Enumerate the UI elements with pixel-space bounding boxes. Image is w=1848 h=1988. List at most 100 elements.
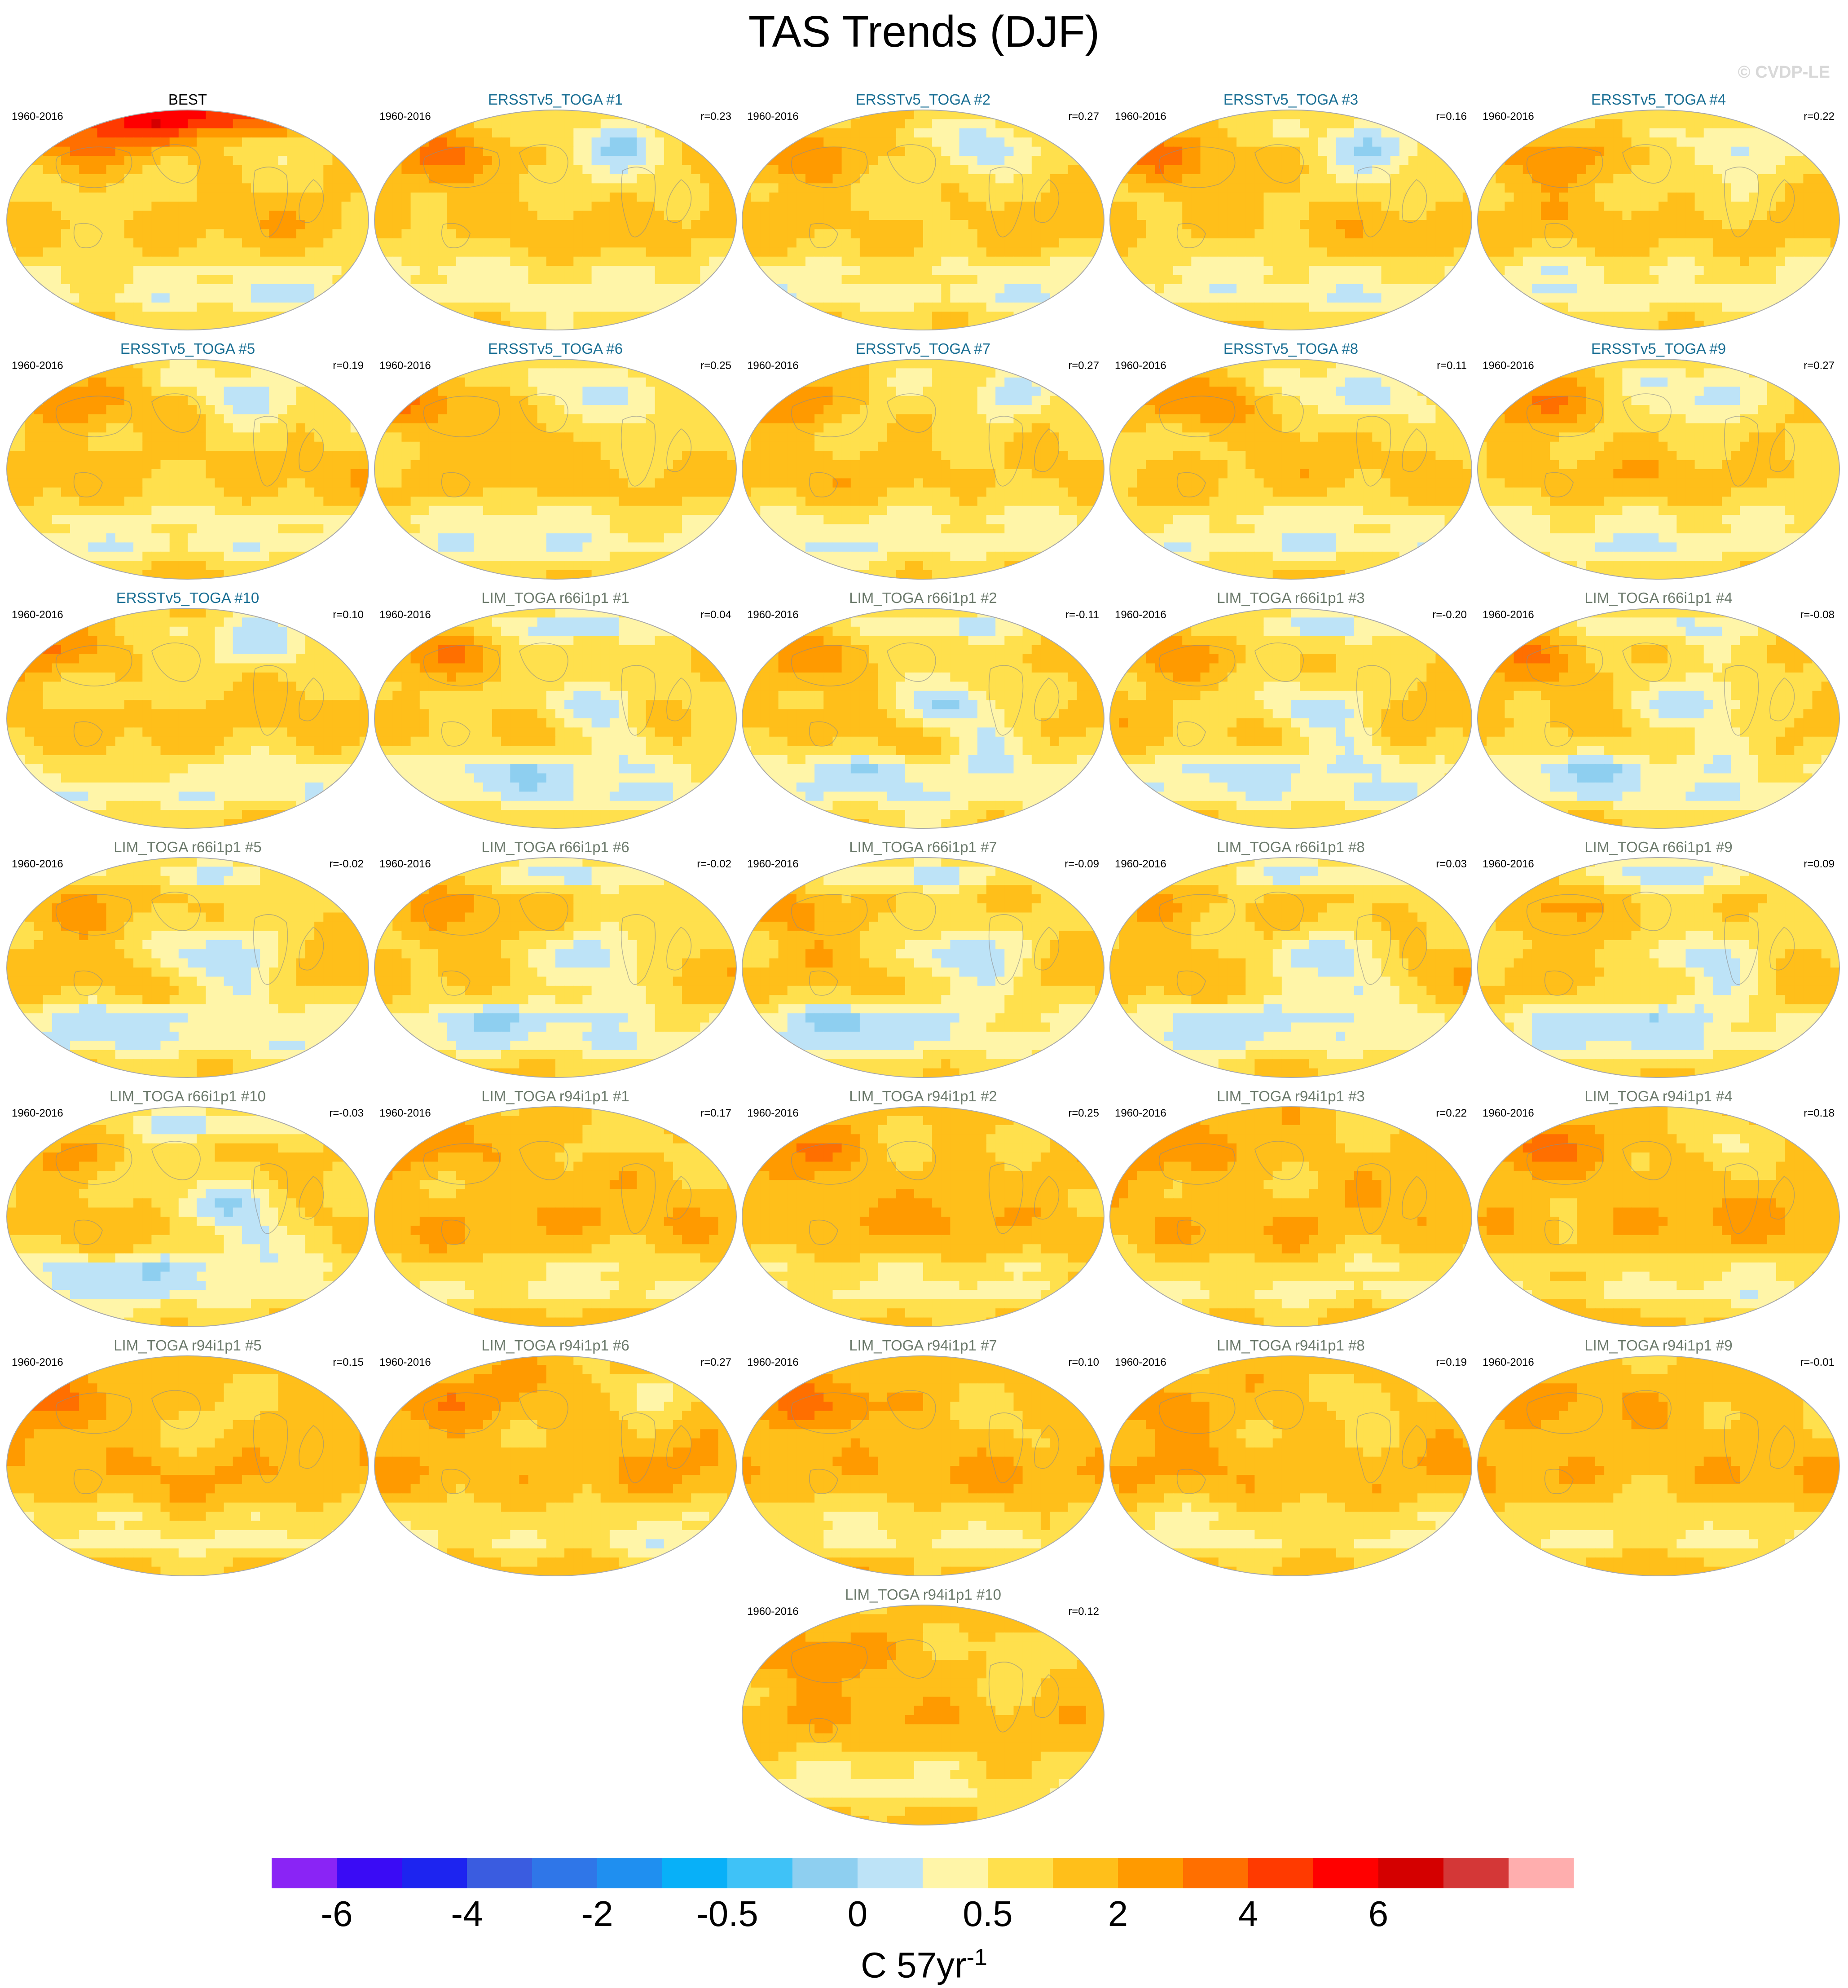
map-cell <box>1363 165 1373 175</box>
map-cell <box>1327 302 1337 312</box>
map-cell <box>887 146 897 156</box>
map-cell <box>70 202 79 211</box>
map-cell <box>52 238 62 248</box>
map-cell <box>419 202 429 211</box>
map-cell <box>79 275 88 285</box>
map-cell <box>1821 137 1831 147</box>
map-cell <box>447 192 456 202</box>
map-cell <box>1022 137 1032 147</box>
map-cell <box>1200 293 1210 303</box>
map-cell <box>501 137 510 147</box>
coastline <box>1544 223 1574 248</box>
map-cell <box>233 128 242 138</box>
map-cell <box>233 119 242 129</box>
map-cell <box>859 137 869 147</box>
map-cell <box>43 165 53 175</box>
map-cell <box>124 368 134 378</box>
map-cell <box>419 256 429 266</box>
map-cell <box>341 137 351 147</box>
map-cell <box>1372 110 1382 119</box>
map-cell <box>1794 211 1804 220</box>
map-cell <box>456 256 466 266</box>
map-cell <box>1622 256 1632 266</box>
map-cell <box>1505 266 1514 276</box>
map-cell <box>986 211 996 220</box>
map-cell <box>483 256 493 266</box>
map-cell <box>483 302 493 312</box>
map-cell <box>691 256 701 266</box>
map-cell <box>242 312 251 321</box>
map-cell <box>528 238 538 248</box>
map-cell <box>1531 220 1541 229</box>
map-cell <box>700 293 710 303</box>
map-cell <box>7 284 16 294</box>
map-cell <box>151 275 161 285</box>
map-cell <box>664 229 673 239</box>
map-cell <box>1200 137 1210 147</box>
map-cell <box>591 174 601 184</box>
map-cell <box>1694 192 1704 202</box>
map-cell <box>727 174 736 184</box>
map-cell <box>7 256 16 266</box>
map-cell <box>178 321 188 330</box>
map-cell <box>1209 146 1219 156</box>
map-cell <box>832 284 842 294</box>
map-cell <box>1110 266 1119 276</box>
map-cell <box>224 165 233 175</box>
map-cell <box>1031 275 1041 285</box>
map-cell <box>1309 192 1319 202</box>
map-cell <box>682 128 691 138</box>
map-cell <box>1327 146 1337 156</box>
map-cell <box>1767 156 1777 166</box>
map-cell <box>160 284 170 294</box>
map-cell <box>1309 256 1319 266</box>
map-cell <box>1318 266 1328 276</box>
map-cell <box>1577 293 1587 303</box>
map-cell <box>1577 238 1587 248</box>
map-cell <box>160 156 170 166</box>
map-cell <box>1649 302 1659 312</box>
map-cell <box>1309 156 1319 166</box>
map-cell <box>106 156 116 166</box>
map-cell <box>664 321 673 330</box>
map-cell <box>528 165 538 175</box>
map-cell <box>1631 192 1641 202</box>
map-cell <box>1059 156 1069 166</box>
map-cell <box>1218 156 1228 166</box>
map-cell <box>332 165 342 175</box>
map-cell <box>1227 156 1237 166</box>
map-cell <box>251 256 260 266</box>
map-cell <box>1631 238 1641 248</box>
map-cell <box>410 266 420 276</box>
map-cell <box>778 220 788 229</box>
map-cell <box>456 165 466 175</box>
map-cell <box>1300 165 1309 175</box>
map-cell <box>206 220 216 229</box>
map-cell <box>492 146 502 156</box>
map-cell <box>1077 312 1087 321</box>
map-cell <box>1550 284 1559 294</box>
map-cell <box>814 321 824 330</box>
map-cell <box>1327 275 1337 285</box>
map-cell <box>1767 247 1777 257</box>
map-cell <box>1119 211 1128 220</box>
map-cell <box>1595 238 1605 248</box>
map-cell <box>142 183 152 193</box>
map-cell <box>1272 119 1282 129</box>
map-cell <box>492 293 502 303</box>
map-cell <box>850 211 860 220</box>
map-cell <box>555 247 565 257</box>
map-cell <box>1381 302 1391 312</box>
map-cell <box>1586 302 1596 312</box>
map-cell <box>1694 238 1704 248</box>
map-cell <box>1327 192 1337 202</box>
map-cell <box>260 229 269 239</box>
map-cell <box>1300 110 1309 119</box>
map-cell <box>465 302 475 312</box>
map-cell <box>169 266 179 276</box>
map-cell <box>655 229 664 239</box>
map-cell <box>600 293 610 303</box>
map-cell <box>61 202 70 211</box>
map-cell <box>1785 238 1795 248</box>
map-cell <box>206 110 216 119</box>
